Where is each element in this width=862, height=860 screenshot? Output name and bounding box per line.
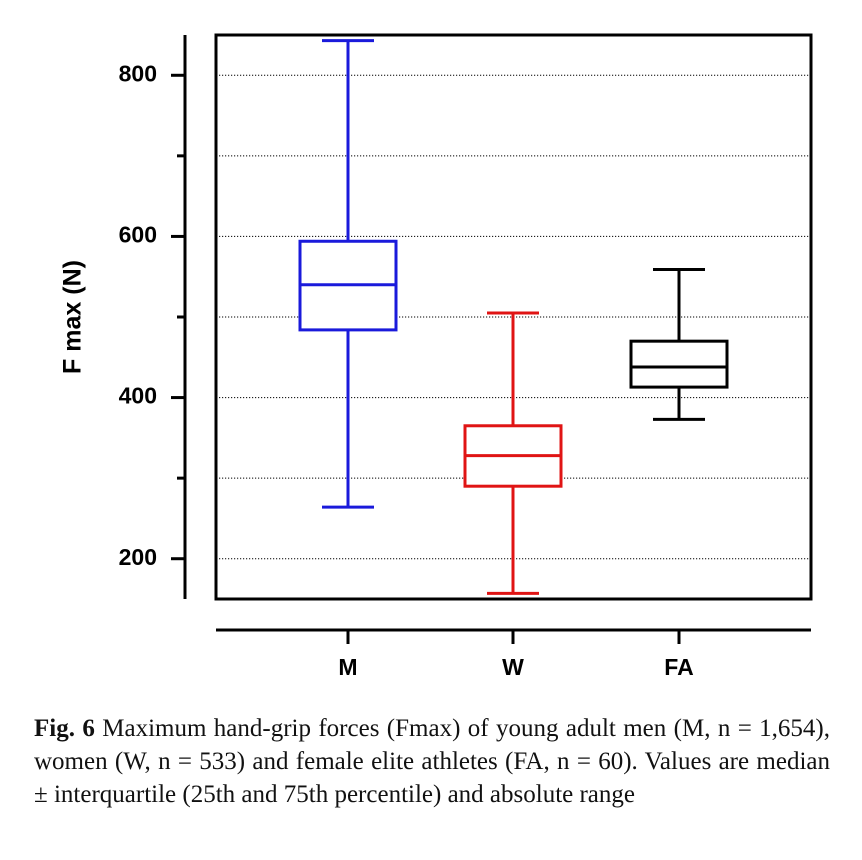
caption-text: Maximum hand-grip forces (Fmax) of young… [34,715,831,808]
boxes [298,39,729,595]
box-M [298,39,398,509]
y-tick-label-600: 600 [119,222,157,248]
x-tick-label-W: W [502,654,524,680]
box-W [463,311,563,595]
figure-label: Fig. 6 [34,715,95,742]
figure-caption: Fig. 6 Maximum hand-grip forces (Fmax) o… [34,712,830,811]
y-axis-ticks: 200 400 600 800 [119,60,185,570]
x-axis-ticks: M W FA [338,630,694,680]
iqr-box-FA [629,339,729,389]
plot-frame [214,33,813,601]
y-tick-label-800: 800 [119,60,157,86]
y-tick-label-400: 400 [119,383,157,409]
box-plot-chart: 200 400 600 800 M W FA F max (N) [59,33,813,680]
y-tick-label-200: 200 [119,544,157,570]
y-axis-label: F max (N) [59,260,87,374]
x-tick-label-M: M [338,654,357,680]
box-FA [629,267,729,421]
x-tick-label-FA: FA [664,654,693,680]
